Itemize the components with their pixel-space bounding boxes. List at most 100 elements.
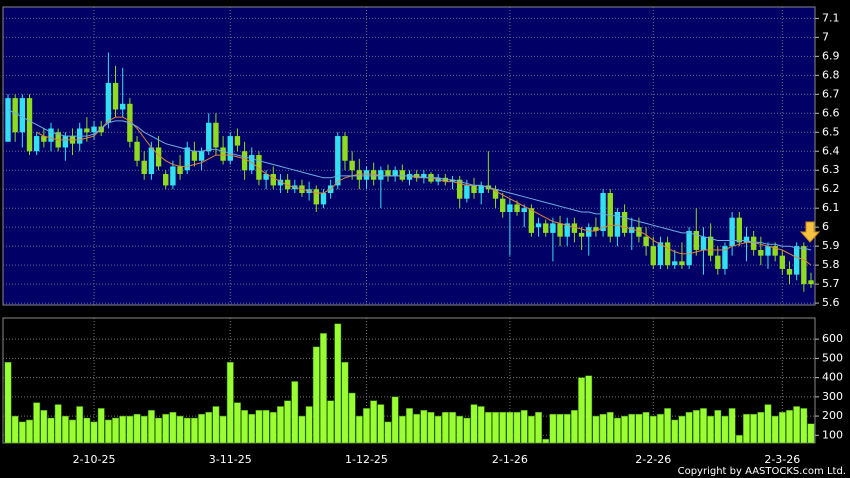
- volume-bar: [291, 381, 299, 444]
- candle-body: [41, 136, 47, 142]
- candle-body: [213, 122, 219, 148]
- volume-bar: [162, 413, 170, 444]
- volume-bar: [535, 411, 543, 444]
- volume-bar: [413, 413, 421, 444]
- candle-body: [177, 166, 183, 175]
- y-tick-label: 300: [822, 390, 843, 403]
- y-tick-label: 5.9: [822, 239, 840, 252]
- candle-body: [729, 217, 735, 247]
- volume-bar: [97, 408, 105, 444]
- volume-bar: [492, 411, 499, 444]
- candle-body: [220, 147, 226, 161]
- x-tick-label: 2-1-26: [492, 453, 528, 466]
- volume-bar: [298, 415, 306, 444]
- x-tick-label: 2-3-26: [764, 453, 800, 466]
- volume-bar: [76, 406, 84, 444]
- candle-body: [227, 136, 233, 161]
- y-tick-label: 7: [822, 30, 829, 43]
- moving-average: [7, 109, 812, 251]
- volume-bar: [334, 323, 342, 444]
- candle-body: [793, 246, 800, 275]
- candle-body: [26, 98, 33, 152]
- candle-body: [98, 126, 104, 133]
- y-tick-label: 5.8: [822, 258, 840, 271]
- volume-bar: [11, 415, 19, 444]
- candle-body: [492, 189, 499, 199]
- y-tick-label: 6.7: [822, 87, 840, 100]
- volume-bar: [585, 375, 593, 444]
- volume-bar: [735, 435, 743, 444]
- candle-body: [614, 211, 621, 237]
- volume-bar: [255, 410, 263, 444]
- candle-body: [743, 236, 750, 243]
- candle-body: [686, 230, 692, 266]
- candle-body: [399, 170, 406, 180]
- candle-body: [693, 230, 699, 250]
- volume-bar: [169, 411, 177, 444]
- volume-bar: [155, 417, 163, 444]
- candle-body: [600, 193, 606, 231]
- y-tick-label: 6.4: [822, 144, 840, 157]
- volume-bar: [628, 413, 636, 444]
- candle-body: [607, 193, 613, 237]
- volume-bar: [119, 415, 127, 444]
- volume-bar: [578, 377, 586, 444]
- volume-bar: [613, 417, 621, 444]
- candle-body: [750, 236, 757, 250]
- volume-bar: [506, 411, 514, 444]
- candle-body: [170, 166, 176, 186]
- volume-bar: [140, 415, 148, 444]
- y-tick-label: 6.3: [822, 163, 840, 176]
- candle-body: [378, 170, 384, 180]
- volume-bar: [83, 417, 91, 444]
- volume-bar: [384, 421, 392, 444]
- candle-body: [801, 246, 807, 285]
- y-tick-label: 6: [822, 220, 829, 233]
- volume-bar: [4, 361, 12, 444]
- candle-body: [507, 204, 513, 212]
- candle-body: [91, 126, 97, 133]
- candle-body: [421, 174, 427, 178]
- volume-bar: [61, 415, 69, 444]
- volume-bar: [434, 415, 442, 444]
- volume-bar: [743, 413, 750, 444]
- candle-body: [284, 179, 291, 190]
- volume-bar: [370, 400, 378, 444]
- candle-body: [557, 223, 563, 237]
- x-tick-label: 2-2-26: [635, 453, 671, 466]
- volume-bar: [456, 415, 464, 444]
- candle-body: [593, 227, 599, 231]
- volume-bar: [198, 413, 206, 444]
- volume-bar: [398, 415, 406, 444]
- candle-body: [155, 147, 162, 167]
- candle-body: [385, 170, 391, 176]
- candle-body: [184, 147, 190, 171]
- volume-bar: [276, 406, 284, 444]
- volume-bar: [800, 408, 808, 444]
- copyright: Copyright by AASTOCKS.com Ltd.: [678, 466, 846, 477]
- volume-bar: [477, 406, 485, 444]
- candle-body: [12, 98, 18, 133]
- volume-bar: [54, 404, 62, 444]
- volume-bar: [420, 410, 428, 444]
- candle-body: [571, 223, 578, 233]
- candle-body: [650, 246, 656, 266]
- volume-bar: [147, 410, 155, 444]
- volume-bar: [441, 411, 449, 444]
- y-tick-label: 6.8: [822, 68, 840, 81]
- volume-bar: [678, 415, 686, 444]
- candle-body: [758, 249, 764, 256]
- volume-bar: [341, 361, 349, 444]
- volume-bar: [190, 417, 198, 444]
- candle-body: [148, 147, 155, 175]
- volume-bar: [556, 413, 564, 444]
- volume-bar: [700, 408, 707, 444]
- candle-body: [105, 82, 112, 123]
- volume-bar: [104, 419, 112, 444]
- candle-body: [578, 232, 585, 237]
- volume-bar: [470, 404, 478, 444]
- volume-bar: [671, 419, 679, 444]
- candle-body: [715, 255, 721, 269]
- volume-bar: [728, 408, 736, 444]
- candle-body: [198, 151, 205, 161]
